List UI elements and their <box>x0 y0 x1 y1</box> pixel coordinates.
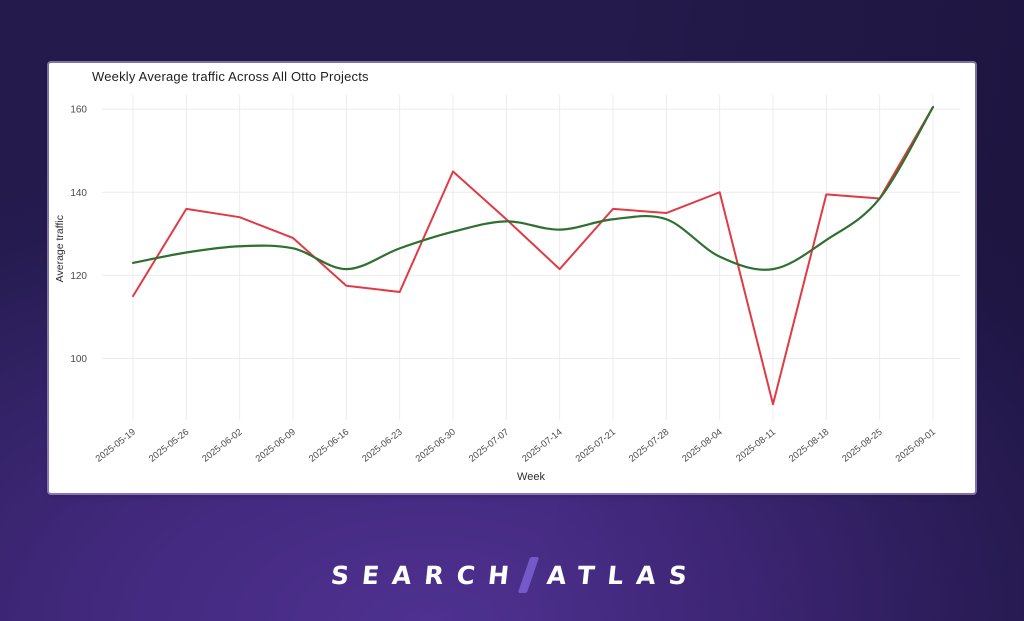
search-atlas-logo: SEARCH ATLAS <box>0 552 1024 598</box>
x-tick-label: 2025-06-16 <box>307 427 351 464</box>
x-tick-label: 2025-06-30 <box>414 427 458 464</box>
x-tick-label: 2025-08-25 <box>840 427 884 464</box>
chart-title: Weekly Average traffic Across All Otto P… <box>92 69 369 84</box>
x-tick-label: 2025-07-07 <box>467 427 511 464</box>
x-tick-label: 2025-08-04 <box>680 427 724 464</box>
x-tick-label: 2025-07-21 <box>574 427 618 464</box>
x-tick-label: 2025-07-14 <box>520 427 564 464</box>
x-axis-title: Week <box>517 471 545 483</box>
x-tick-label: 2025-08-11 <box>734 427 777 464</box>
y-tick-label: 160 <box>70 105 87 116</box>
x-tick-label: 2025-06-02 <box>200 427 244 464</box>
logo-atlas-text: ATLAS <box>545 560 701 590</box>
x-tick-label: 2025-05-19 <box>94 427 138 464</box>
weekly-average-traffic-line <box>132 106 934 406</box>
y-tick-label: 140 <box>70 188 87 199</box>
y-tick-label: 120 <box>70 271 87 282</box>
x-tick-label: 2025-06-23 <box>360 427 404 464</box>
x-tick-label: 2025-06-09 <box>254 427 298 464</box>
logo-search-text: SEARCH <box>329 560 524 590</box>
y-tick-label: 100 <box>70 354 87 365</box>
x-tick-label: 2025-05-26 <box>147 427 191 464</box>
x-tick-label: 2025-09-01 <box>894 427 938 464</box>
chart-card: Weekly Average traffic Across All Otto P… <box>49 63 975 493</box>
smoothed-trend-line <box>131 105 935 271</box>
x-tick-label: 2025-08-18 <box>787 427 831 464</box>
x-tick-label: 2025-07-28 <box>627 427 671 464</box>
